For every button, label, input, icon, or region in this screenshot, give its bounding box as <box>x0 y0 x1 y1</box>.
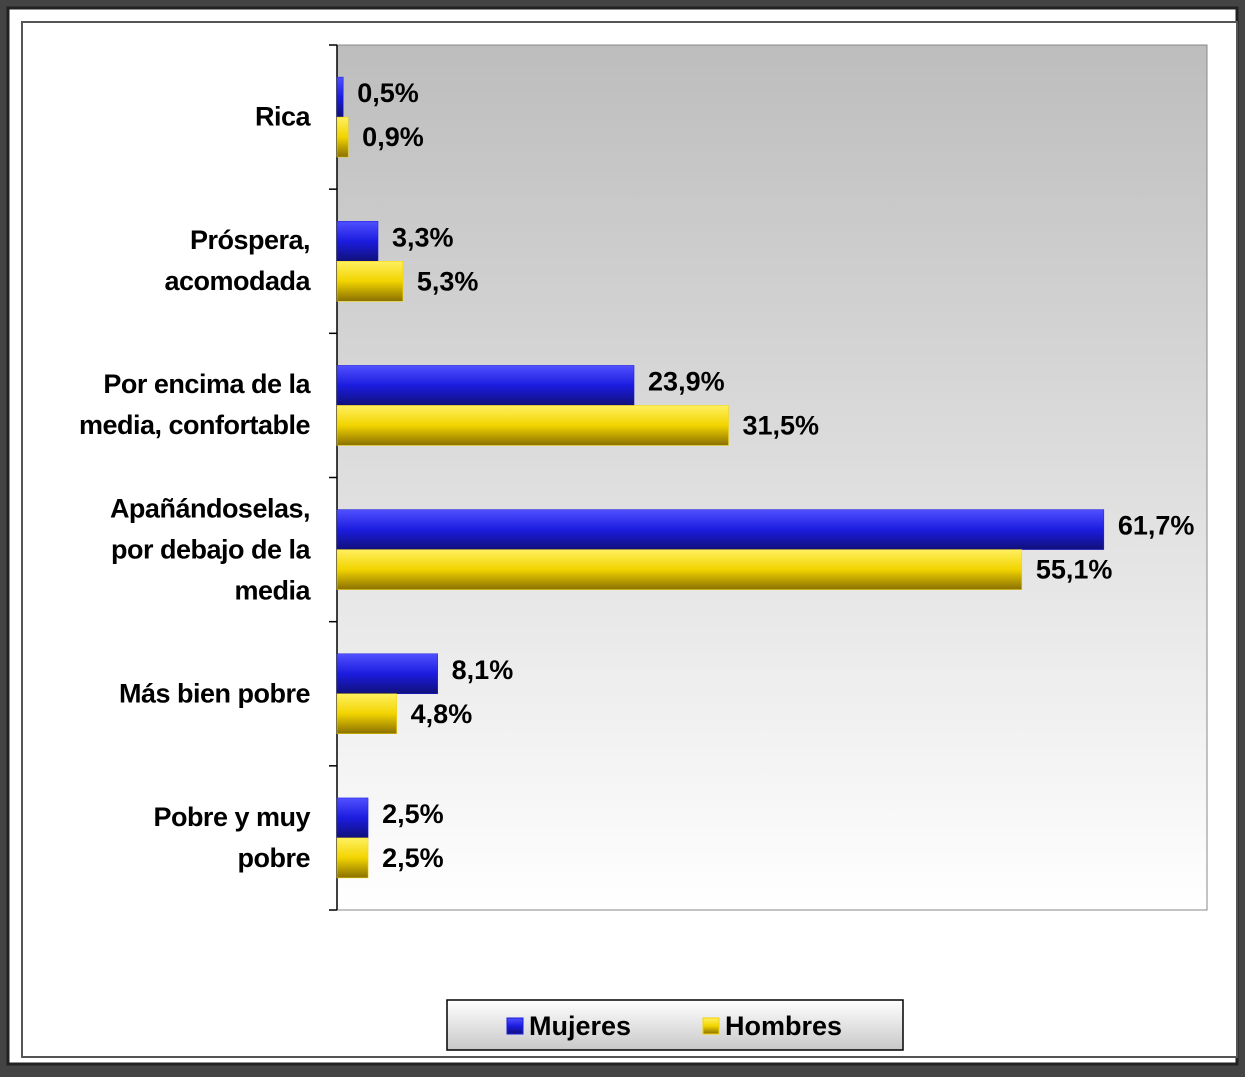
bar <box>336 76 344 118</box>
bar <box>336 221 379 262</box>
category-label: Rica <box>254 101 311 132</box>
legend-swatch <box>506 1017 524 1035</box>
value-label: 4,8% <box>411 699 473 729</box>
category-label: Próspera, acomodada <box>164 225 310 297</box>
legend-label: Mujeres <box>529 1011 631 1041</box>
value-label: 5,3% <box>417 266 479 296</box>
value-label: 31,5% <box>743 411 820 441</box>
bar <box>336 509 1105 550</box>
bar <box>336 365 635 406</box>
bar <box>336 549 1023 590</box>
category-label: Por encima de la media, confortable <box>78 369 311 441</box>
value-label: 2,5% <box>382 799 444 829</box>
value-label: 3,3% <box>392 222 454 252</box>
bar <box>336 261 404 302</box>
value-label: 2,5% <box>382 843 444 873</box>
value-label: 55,1% <box>1036 555 1113 585</box>
legend-label: Hombres <box>725 1011 842 1041</box>
bar <box>336 116 349 158</box>
category-label: Más bien pobre <box>118 678 311 709</box>
category-label: Pobre y muy pobre <box>153 801 310 873</box>
legend-swatch <box>702 1017 720 1035</box>
value-label: 0,9% <box>362 122 424 152</box>
value-label: 23,9% <box>648 367 725 397</box>
bar <box>336 693 397 734</box>
category-label: Apañándoselas, por debajo de la media <box>109 493 311 606</box>
bar <box>336 837 369 879</box>
bar <box>336 797 369 839</box>
bar <box>336 405 729 446</box>
bar <box>336 653 438 694</box>
value-label: 0,5% <box>357 78 419 108</box>
plot-area <box>336 44 1208 911</box>
value-label: 61,7% <box>1118 511 1195 541</box>
value-label: 8,1% <box>452 655 514 685</box>
